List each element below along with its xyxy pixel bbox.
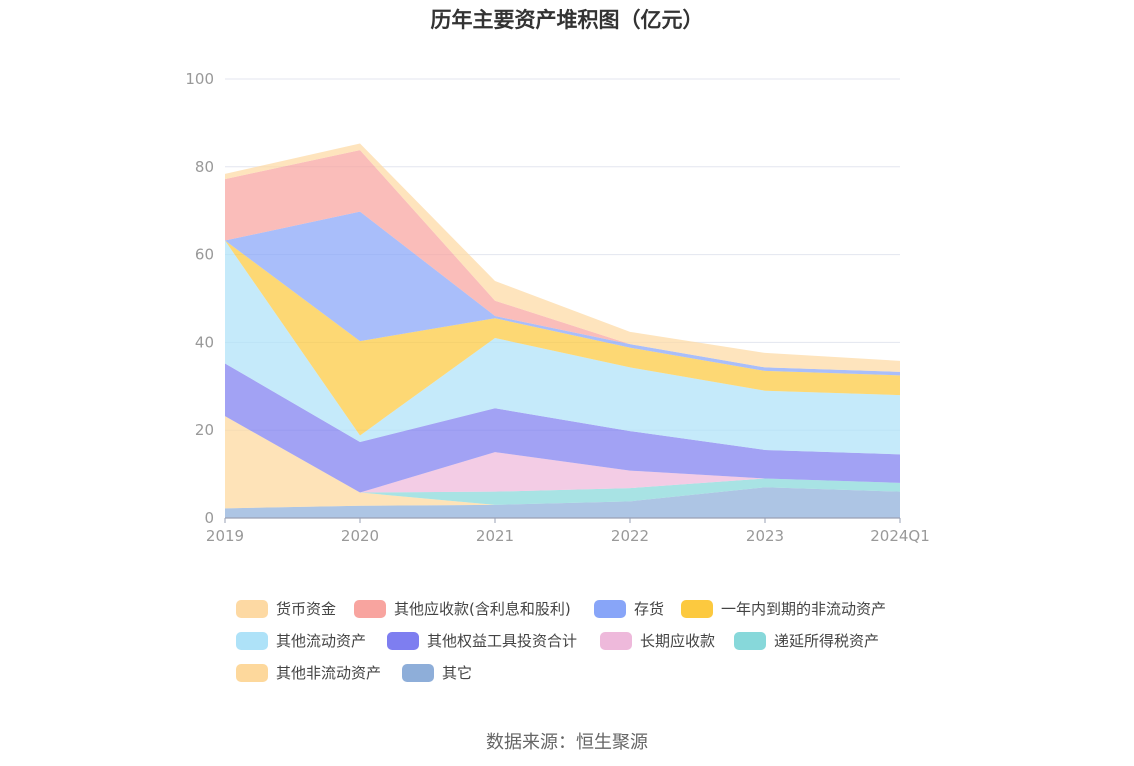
legend-label: 其他流动资产 xyxy=(276,632,367,650)
legend-swatch xyxy=(236,663,268,682)
legend-swatch xyxy=(387,631,419,650)
x-tick-label: 2020 xyxy=(341,527,379,545)
y-tick-label: 100 xyxy=(185,70,214,88)
area-4 xyxy=(225,363,900,493)
legend-label: 其他非流动资产 xyxy=(276,664,382,682)
area-3 xyxy=(225,416,900,493)
legend-item[interactable]: 其它 xyxy=(402,662,472,683)
legend-swatch xyxy=(354,599,386,618)
y-tick-label: 80 xyxy=(195,158,214,176)
x-tick-label: 2024Q1 xyxy=(870,527,930,545)
legend-swatch xyxy=(236,631,268,650)
legend-swatch xyxy=(236,599,268,618)
area-6 xyxy=(225,240,900,436)
legend-label: 存货 xyxy=(634,600,665,618)
y-tick-label: 60 xyxy=(195,246,214,264)
area-1 xyxy=(225,416,900,509)
legend-label: 其它 xyxy=(442,664,473,682)
legend-swatch xyxy=(402,663,434,682)
x-tick-label: 2022 xyxy=(611,527,649,545)
area-0 xyxy=(225,487,900,518)
legend-item[interactable]: 其他流动资产 xyxy=(236,630,366,651)
legend-swatch xyxy=(600,631,632,650)
chart-title: 历年主要资产堆积图（亿元） xyxy=(430,8,704,32)
legend-item[interactable]: 递延所得税资产 xyxy=(734,630,879,651)
x-tick-label: 2021 xyxy=(476,527,514,545)
legend-item[interactable]: 长期应收款 xyxy=(600,630,715,651)
legend-item[interactable]: 存货 xyxy=(594,598,664,619)
legend-swatch xyxy=(734,631,766,650)
x-tick-label: 2023 xyxy=(746,527,784,545)
axes: 0 20 40 60 80 100 2019 2020 2021 2022 2023 2024Q1 xyxy=(185,70,929,545)
y-tick-label: 20 xyxy=(195,421,214,439)
y-tick-label: 40 xyxy=(195,333,214,351)
legend-label: 一年内到期的非流动资产 xyxy=(721,600,887,618)
legend-swatch xyxy=(594,599,626,618)
area-series xyxy=(225,143,900,518)
area-8 xyxy=(225,150,900,372)
legend-item[interactable]: 货币资金 xyxy=(236,598,336,619)
legend-label: 其他权益工具投资合计 xyxy=(427,632,578,650)
x-tick-label: 2019 xyxy=(206,527,244,545)
legend-item[interactable]: 其他非流动资产 xyxy=(236,662,381,683)
legend-label: 递延所得税资产 xyxy=(774,632,880,650)
area-5 xyxy=(225,240,900,455)
legend-swatch xyxy=(681,599,713,618)
data-source-note: 数据来源：恒生聚源 xyxy=(486,732,648,753)
y-tick-label: 0 xyxy=(204,509,214,527)
legend-item[interactable]: 其他应收款(含利息和股利) xyxy=(354,598,571,619)
area-2 xyxy=(225,416,900,505)
legend-label: 其他应收款(含利息和股利) xyxy=(394,600,571,618)
legend-item[interactable]: 其他权益工具投资合计 xyxy=(387,630,577,651)
legend-label: 货币资金 xyxy=(276,600,337,618)
legend-label: 长期应收款 xyxy=(640,632,716,650)
legend-item[interactable]: 一年内到期的非流动资产 xyxy=(681,598,886,619)
area-7 xyxy=(225,211,900,376)
stacked-area-chart: 0 20 40 60 80 100 2019 2020 2021 2022 2023 2024Q1 xyxy=(185,70,929,545)
